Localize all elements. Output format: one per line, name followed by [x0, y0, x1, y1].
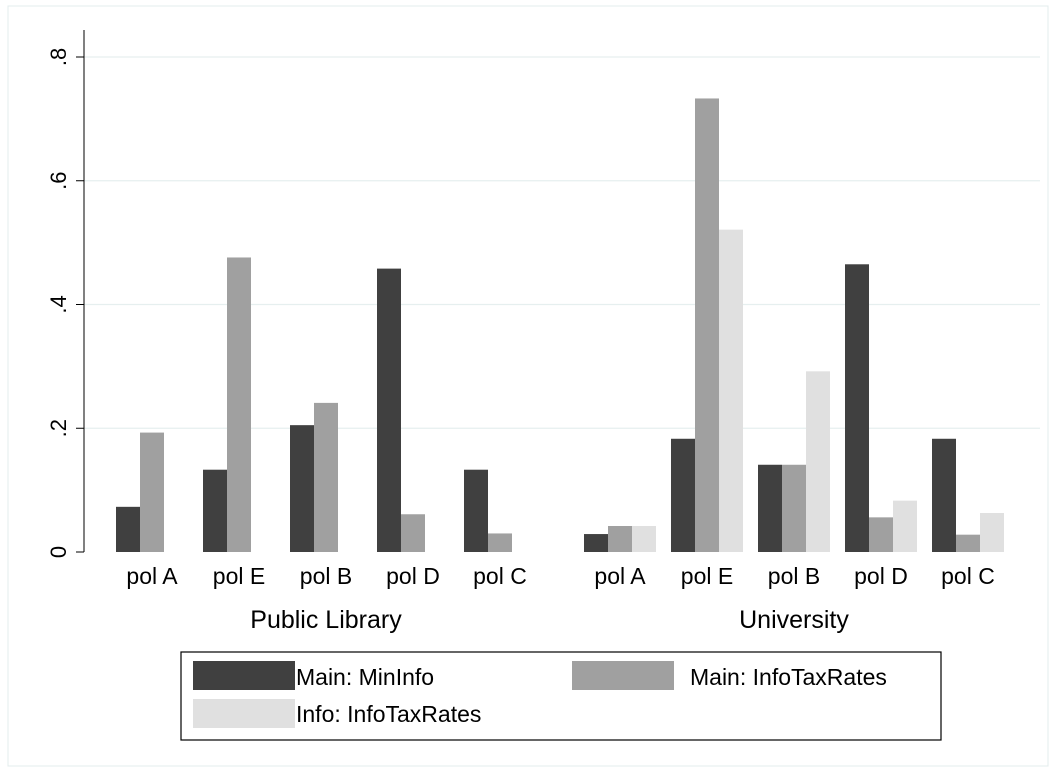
bar — [377, 268, 401, 552]
legend-swatch — [193, 699, 295, 728]
bar — [932, 438, 956, 552]
bar — [488, 533, 512, 552]
bar — [290, 425, 314, 552]
legend-label: Main: MinInfo — [296, 664, 434, 690]
bar — [401, 514, 425, 552]
bar — [845, 264, 869, 552]
x-tick-label: pol C — [473, 563, 527, 589]
y-tick-label: .6 — [46, 172, 71, 190]
bar — [893, 500, 917, 552]
bar — [980, 513, 1004, 552]
bar — [584, 534, 608, 552]
bar — [695, 98, 719, 553]
y-tick-label: .8 — [46, 48, 71, 66]
bar — [869, 517, 893, 552]
chart-frame — [7, 5, 1049, 767]
bar — [782, 464, 806, 552]
bar — [227, 257, 251, 552]
group-label: Public Library — [250, 606, 402, 634]
group-label: University — [739, 606, 849, 634]
x-tick-label: pol A — [126, 563, 178, 589]
legend-swatch — [572, 661, 674, 690]
x-tick-label: pol E — [213, 563, 265, 589]
y-tick-label: 0 — [46, 546, 71, 558]
y-tick-label: .2 — [46, 419, 71, 437]
bar — [671, 438, 695, 552]
bar — [758, 464, 782, 552]
bar — [116, 506, 140, 552]
bar — [806, 371, 830, 552]
y-axis: 0 .2 .4 .6 .8 — [46, 30, 85, 558]
legend-box — [180, 651, 942, 741]
x-tick-label: pol B — [768, 563, 820, 589]
legend-label: Info: InfoTaxRates — [296, 701, 481, 727]
y-tick-label: .4 — [46, 295, 71, 313]
bar — [314, 402, 338, 552]
bar — [719, 229, 743, 552]
legend-label: Main: InfoTaxRates — [690, 664, 887, 690]
bar — [608, 526, 632, 552]
bar — [632, 526, 656, 552]
x-tick-label: pol A — [594, 563, 646, 589]
x-axis-labels: pol A pol E pol B pol D pol C Public Library p… — [126, 563, 994, 634]
x-tick-label: pol C — [941, 563, 995, 589]
bar — [956, 534, 980, 552]
bar — [464, 469, 488, 552]
x-tick-label: pol E — [681, 563, 733, 589]
bar — [140, 432, 164, 552]
bar — [203, 469, 227, 552]
legend: Main: MinInfo Main: InfoTaxRates Info: Inf… — [180, 651, 942, 741]
x-tick-label: pol D — [854, 563, 908, 589]
legend-swatch — [193, 661, 295, 690]
x-tick-label: pol D — [386, 563, 440, 589]
x-tick-label: pol B — [300, 563, 352, 589]
bars — [116, 98, 1004, 553]
